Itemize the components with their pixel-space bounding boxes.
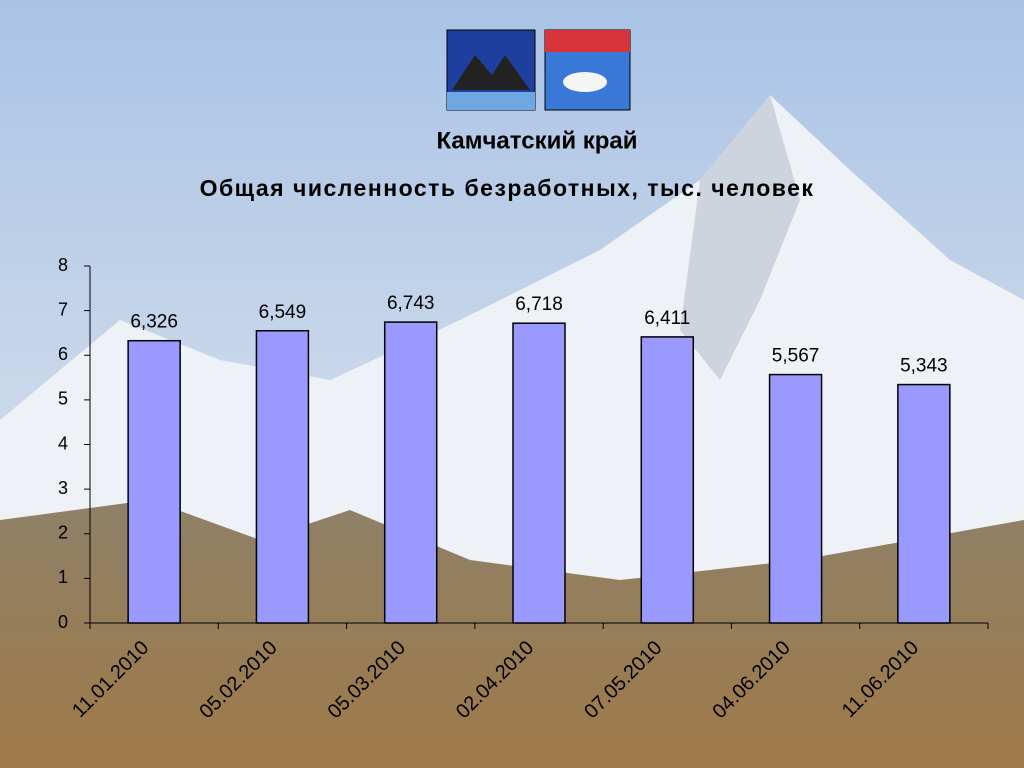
data-label: 6,718 bbox=[515, 294, 563, 315]
data-label: 6,743 bbox=[387, 293, 435, 314]
logos bbox=[446, 29, 631, 111]
data-label: 5,567 bbox=[772, 346, 820, 367]
logo-stripe bbox=[545, 30, 630, 52]
y-tick-label: 7 bbox=[58, 299, 68, 319]
bar bbox=[127, 339, 181, 624]
y-tick-label: 2 bbox=[58, 523, 68, 543]
bar bbox=[640, 336, 695, 624]
data-label: 6,549 bbox=[259, 302, 307, 323]
y-tick-label: 3 bbox=[58, 478, 68, 498]
y-tick-label: 1 bbox=[58, 567, 68, 587]
chart-subtitle: Общая численность безработных, тыс. чело… bbox=[200, 175, 815, 201]
bar bbox=[768, 373, 823, 624]
y-tick-label: 4 bbox=[58, 433, 68, 453]
y-tick-label: 8 bbox=[58, 255, 68, 275]
bar bbox=[512, 322, 566, 624]
logo-sea bbox=[447, 92, 535, 110]
mountain-shade bbox=[680, 95, 800, 380]
bar bbox=[897, 383, 951, 624]
bar bbox=[383, 321, 438, 624]
data-label: 5,343 bbox=[900, 356, 948, 377]
logo-deer bbox=[563, 72, 607, 92]
y-tick-label: 5 bbox=[58, 389, 68, 409]
bar bbox=[255, 330, 310, 624]
y-tick-label: 6 bbox=[58, 344, 68, 364]
data-label: 6,326 bbox=[130, 312, 178, 333]
data-label: 6,411 bbox=[644, 308, 690, 329]
y-tick-label: 0 bbox=[58, 612, 68, 632]
chart-title: Камчатский край bbox=[436, 127, 637, 154]
logo-volcano bbox=[452, 55, 530, 90]
